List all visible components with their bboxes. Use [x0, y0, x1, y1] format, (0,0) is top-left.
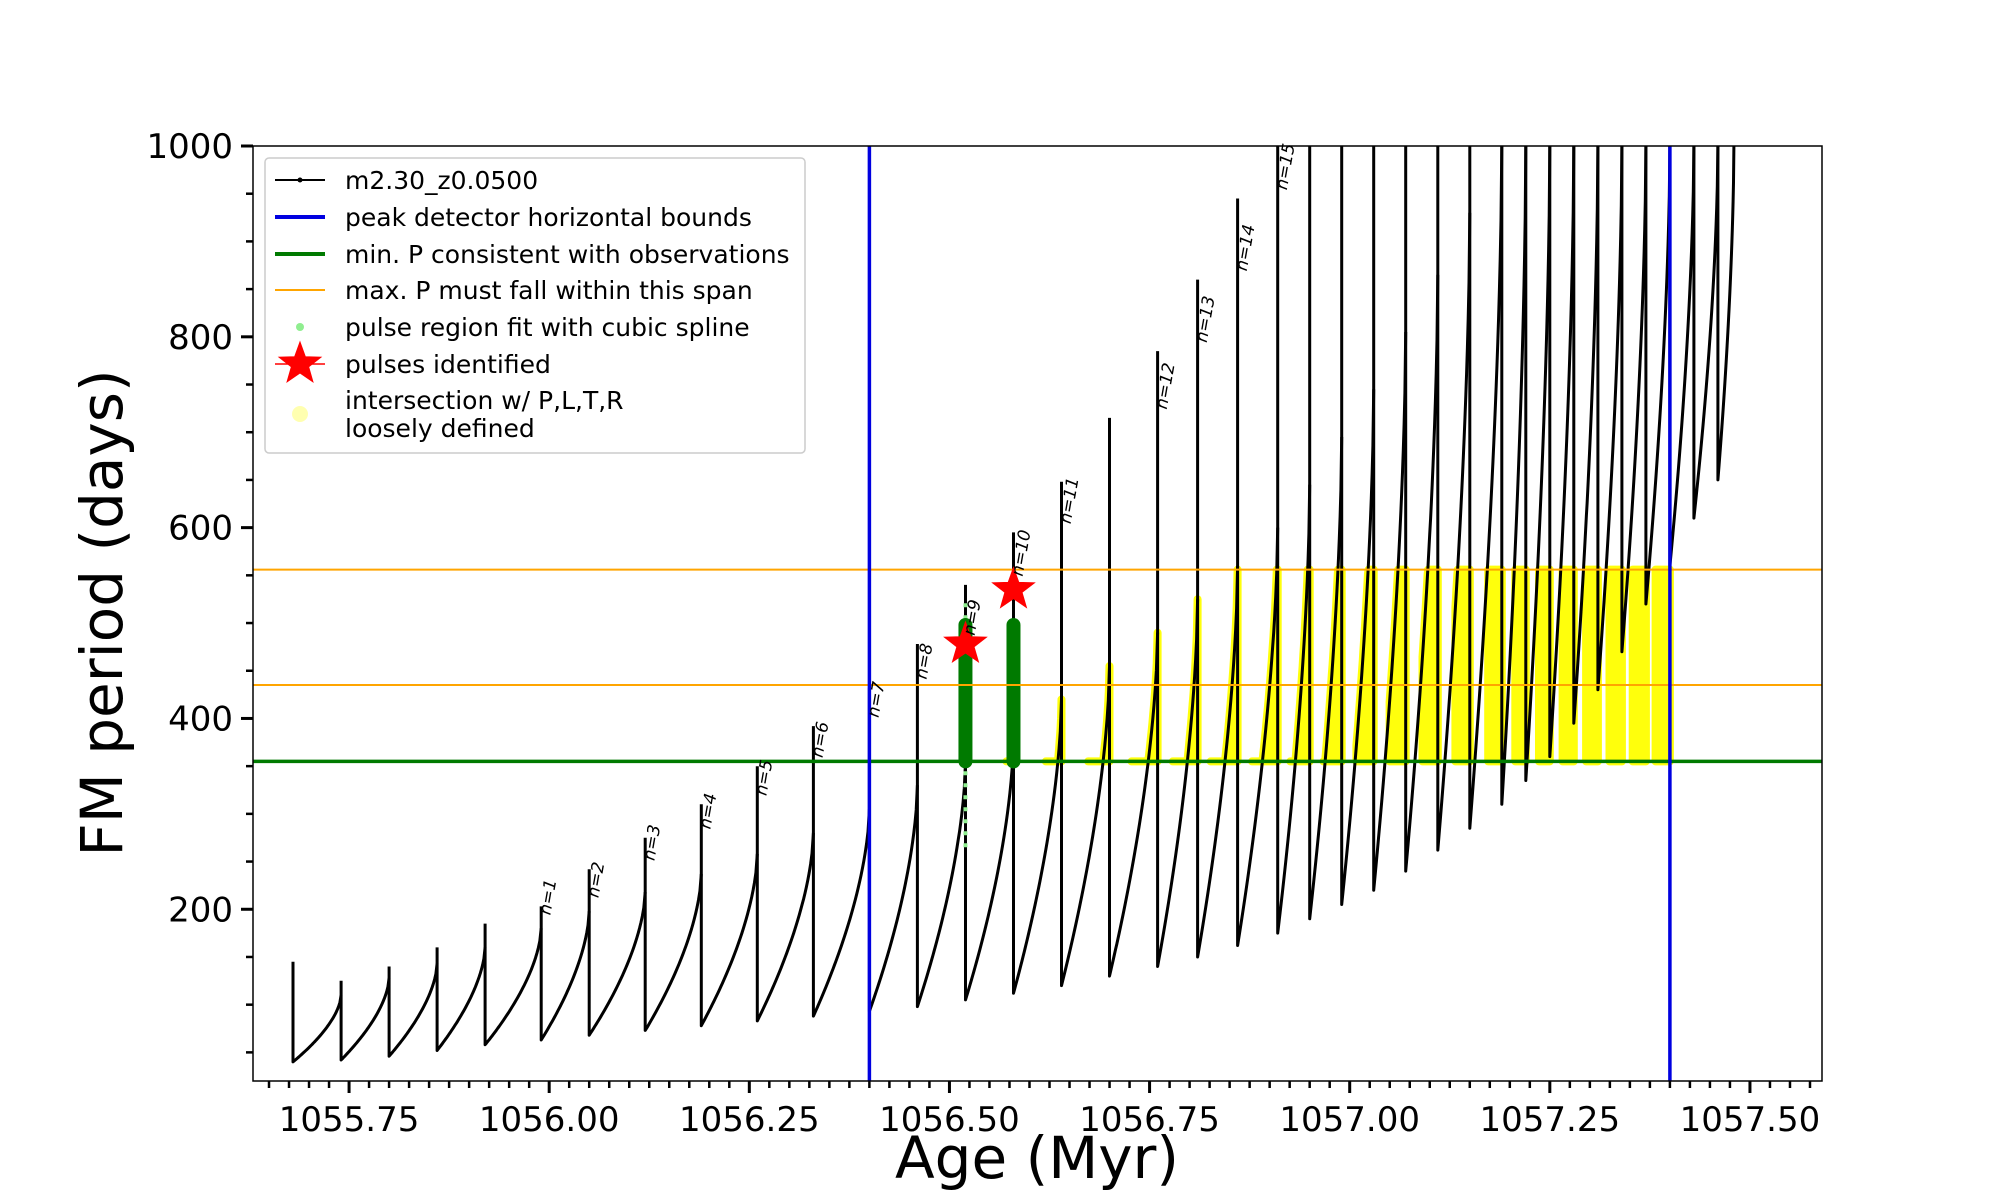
- y-tick-label: 1000: [146, 127, 233, 167]
- track-pulse: [1012, 532, 1063, 995]
- legend-label-continued: loosely defined: [345, 414, 535, 443]
- intersection-region: [1484, 565, 1506, 766]
- intersection-region: [1558, 565, 1578, 766]
- y-tick-label: 800: [168, 318, 233, 358]
- x-tick-label: 1056.25: [679, 1100, 820, 1140]
- pulse-label: n=2: [583, 860, 609, 899]
- track-pulse: [587, 869, 647, 1037]
- track-pulse: [867, 687, 919, 1013]
- track-pulse: [435, 947, 487, 1052]
- track-pulse: [1156, 351, 1200, 968]
- track-pulse: [643, 837, 703, 1032]
- x-tick-label: 1057.50: [1680, 1100, 1821, 1140]
- intersection-region: [1352, 565, 1378, 766]
- x-tick-label: 1056.50: [879, 1100, 1020, 1140]
- legend-label: max. P must fall within this span: [345, 276, 753, 305]
- pulse-label: n=12: [1152, 361, 1180, 410]
- track-pulse: [1340, 146, 1376, 906]
- legend-marker-circle: [292, 406, 308, 422]
- track-pulse: [1404, 146, 1440, 873]
- track-pulse: [1468, 146, 1504, 830]
- track-pulse: [1372, 146, 1408, 892]
- intersection-region: [1451, 565, 1474, 766]
- pulse-star: [991, 566, 1036, 609]
- x-tick-label: 1056.00: [479, 1100, 620, 1140]
- pulse-label: n=15: [1272, 142, 1300, 191]
- y-tick-label: 200: [168, 890, 233, 930]
- plot-frame: [252, 145, 1823, 1082]
- track-pulse: [1236, 198, 1280, 947]
- track-pulse: [755, 766, 815, 1023]
- intersection-region: [1511, 565, 1530, 766]
- pulse-label: n=4: [696, 792, 722, 831]
- intersection-region: [1582, 565, 1602, 766]
- track-pulse: [1572, 146, 1600, 725]
- y-tick-label: 600: [168, 509, 233, 549]
- track-pulse: [483, 923, 543, 1047]
- track-pulse: [1596, 146, 1624, 692]
- x-tick-label: 1056.75: [1079, 1100, 1220, 1140]
- pulse-label: n=1: [535, 878, 561, 917]
- legend-marker-track-dot: [297, 177, 303, 183]
- track-pulse: [964, 584, 1015, 1002]
- track-pulse: [1644, 146, 1672, 606]
- pulse-label: n=13: [1192, 295, 1220, 344]
- x-axis-label: Age (Myr): [895, 1124, 1179, 1192]
- y-axis-label: FM period (days): [68, 369, 136, 856]
- x-tick-label: 1057.00: [1279, 1100, 1420, 1140]
- track-pulse: [1620, 146, 1648, 654]
- legend-marker-star: [277, 340, 323, 383]
- axes-layer: 1055.75 1056.00 1056.25 1056.50 1056.75 1057.…: [146, 127, 1820, 1140]
- track-pulse: [811, 726, 871, 1018]
- track-pulse: [1060, 481, 1111, 988]
- pulse-label: n=5: [752, 758, 778, 797]
- legend-label: m2.30_z0.0500: [345, 166, 538, 195]
- legend-label: intersection w/ P,L,T,R: [345, 386, 624, 415]
- pulse-label: n=14: [1232, 223, 1260, 272]
- track-pulse: [1500, 146, 1528, 806]
- intersection-region: [1535, 565, 1554, 766]
- track-pulse: [1196, 279, 1240, 959]
- legend-box: [264, 157, 806, 454]
- legend-label: pulse region fit with cubic spline: [345, 313, 750, 342]
- x-tick-label: 1057.25: [1480, 1100, 1621, 1140]
- y-tick-label: 400: [168, 699, 233, 739]
- track-pulse: [1692, 146, 1720, 520]
- track-pulse: [1716, 146, 1736, 482]
- track-pulse: [915, 644, 967, 1009]
- track-pulse: [1668, 146, 1696, 568]
- track-pulse: [291, 961, 343, 1064]
- track-pulse: [1308, 146, 1344, 921]
- pulse-star: [943, 620, 988, 664]
- track-pulse: [1108, 417, 1160, 978]
- track-pulse: [539, 906, 591, 1042]
- pulse-label: n=3: [639, 823, 665, 862]
- pulse-label: n=6: [808, 720, 834, 759]
- legend-marker-dot: [296, 323, 304, 331]
- x-tick-label: 1055.75: [279, 1100, 420, 1140]
- legend-label: min. P consistent with observations: [345, 240, 790, 269]
- track-pulse: [699, 804, 759, 1028]
- intersection-region: [1605, 565, 1626, 766]
- legend-label: pulses identified: [345, 350, 551, 379]
- overlay-layer: n=1 n=2n=3n=4n=5n=6n=7n=8n=9n=10n=11n=12n…: [253, 142, 1822, 1081]
- track-pulse: [387, 963, 439, 1058]
- track-pulse: [1548, 146, 1576, 759]
- intersection-region: [1651, 565, 1674, 766]
- pulse-label: n=11: [1056, 476, 1084, 525]
- intersection-region: [1628, 565, 1650, 766]
- track-pulse: [339, 977, 391, 1062]
- legend-label: peak detector horizontal bounds: [345, 203, 752, 232]
- track-pulse: [1524, 146, 1552, 782]
- track-pulse: [1276, 146, 1312, 935]
- pulse-label: n=8: [912, 642, 938, 681]
- track-pulse: [1436, 146, 1472, 852]
